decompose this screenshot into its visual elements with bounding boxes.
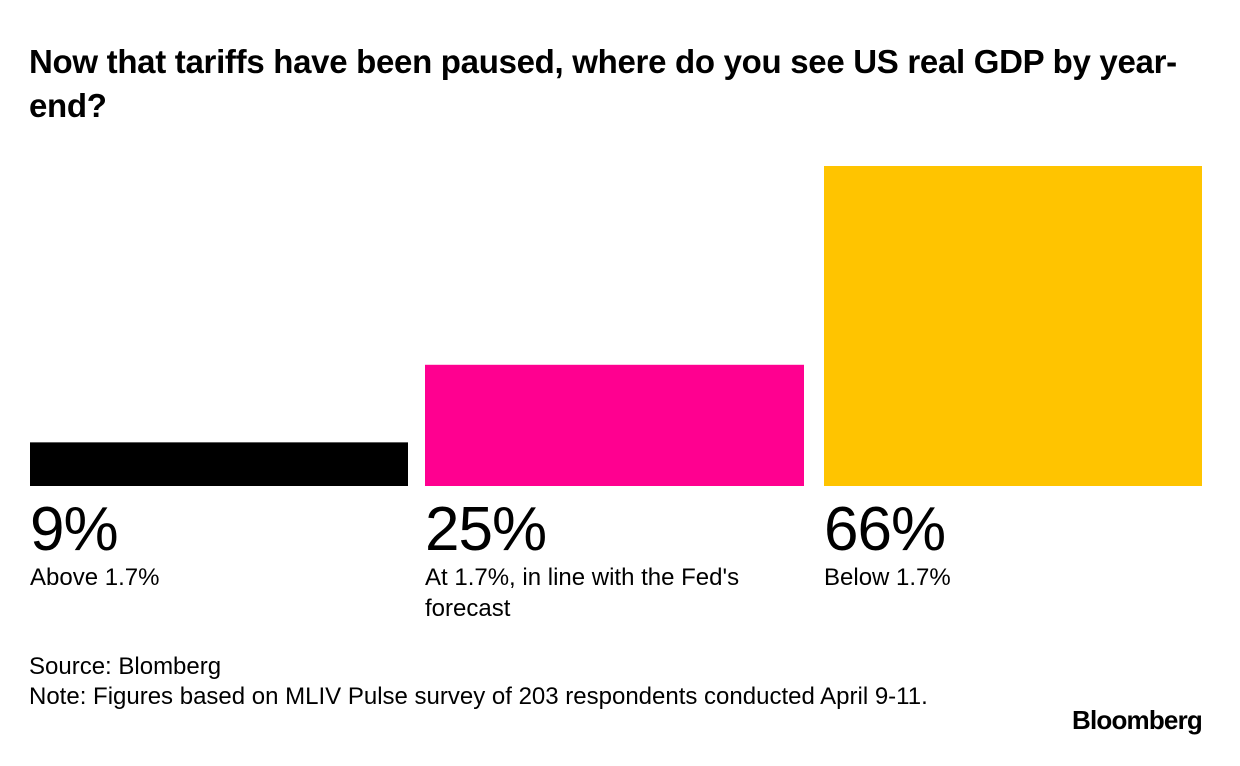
value-label: 9% — [30, 495, 119, 564]
bloomberg-logo: Bloomberg — [1071, 705, 1203, 735]
bar-chart — [30, 166, 1202, 486]
category-label: At 1.7%, in line with the Fed's forecast — [425, 564, 740, 622]
category-label: Above 1.7% — [30, 564, 160, 591]
bar-0 — [30, 442, 408, 486]
bar-label-group-0: 9% Above 1.7% — [30, 495, 410, 593]
bar-1 — [425, 364, 804, 486]
bar-label-group-2: 66% Below 1.7% — [824, 495, 1204, 593]
chart-title: Now that tariffs have been paused, where… — [29, 43, 1177, 124]
value-label: 66% — [824, 495, 946, 564]
footnote: Note: Figures based on MLIV Pulse survey… — [29, 683, 928, 710]
source-note: Source: Blomberg — [29, 653, 222, 680]
bar-label-group-1: 25% At 1.7%, in line with the Fed's fore… — [425, 495, 800, 624]
category-label: Below 1.7% — [824, 564, 951, 591]
bar-2 — [824, 166, 1202, 486]
value-label: 25% — [425, 495, 547, 564]
